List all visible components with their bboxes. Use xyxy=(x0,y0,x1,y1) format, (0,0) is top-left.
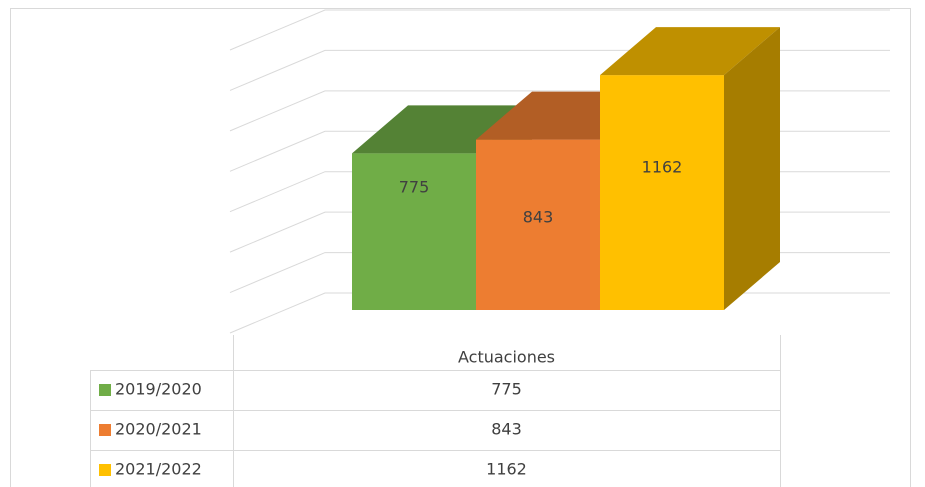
bar-top xyxy=(600,27,780,76)
legend-swatch xyxy=(99,424,111,436)
table-value: 775 xyxy=(491,380,522,399)
table-header: Actuaciones xyxy=(458,348,555,367)
bar-front xyxy=(476,139,600,310)
data-label: 843 xyxy=(523,208,554,227)
bar-front xyxy=(352,153,476,310)
grid-line xyxy=(229,9,890,51)
legend-label: 2020/2021 xyxy=(115,420,202,439)
table-value: 843 xyxy=(491,420,522,439)
legend-label: 2019/2020 xyxy=(115,380,202,399)
data-label: 775 xyxy=(399,178,430,197)
legend-label: 2021/2022 xyxy=(115,460,202,479)
table-value: 1162 xyxy=(486,460,527,479)
legend-swatch xyxy=(99,384,111,396)
bar-front xyxy=(600,75,724,310)
bar-side xyxy=(724,27,780,311)
legend-swatch xyxy=(99,464,111,476)
data-label: 1162 xyxy=(642,158,683,177)
